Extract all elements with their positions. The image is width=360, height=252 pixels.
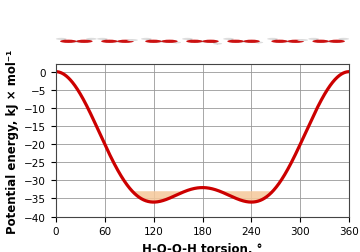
Circle shape <box>243 41 260 44</box>
Circle shape <box>329 41 345 44</box>
Circle shape <box>254 42 263 44</box>
Circle shape <box>223 39 234 41</box>
Circle shape <box>267 39 278 41</box>
X-axis label: H-O-O-H torsion, °: H-O-O-H torsion, ° <box>142 242 263 252</box>
Circle shape <box>297 40 308 42</box>
Circle shape <box>101 41 118 44</box>
Circle shape <box>227 41 244 44</box>
Circle shape <box>186 41 203 44</box>
Circle shape <box>271 41 288 44</box>
Circle shape <box>60 41 76 44</box>
Circle shape <box>161 41 178 44</box>
Circle shape <box>308 39 319 41</box>
Circle shape <box>287 41 304 44</box>
Y-axis label: Potential energy, kJ × mol⁻¹: Potential energy, kJ × mol⁻¹ <box>5 49 18 233</box>
Circle shape <box>145 41 162 44</box>
Circle shape <box>86 39 97 41</box>
Circle shape <box>56 39 67 41</box>
Circle shape <box>97 39 108 41</box>
Circle shape <box>312 41 329 44</box>
Circle shape <box>202 41 219 44</box>
Circle shape <box>141 39 152 41</box>
Circle shape <box>338 39 349 41</box>
Circle shape <box>172 42 181 44</box>
Circle shape <box>213 44 222 45</box>
Circle shape <box>117 41 134 44</box>
Circle shape <box>182 39 193 41</box>
Circle shape <box>76 41 93 44</box>
Circle shape <box>127 40 138 42</box>
